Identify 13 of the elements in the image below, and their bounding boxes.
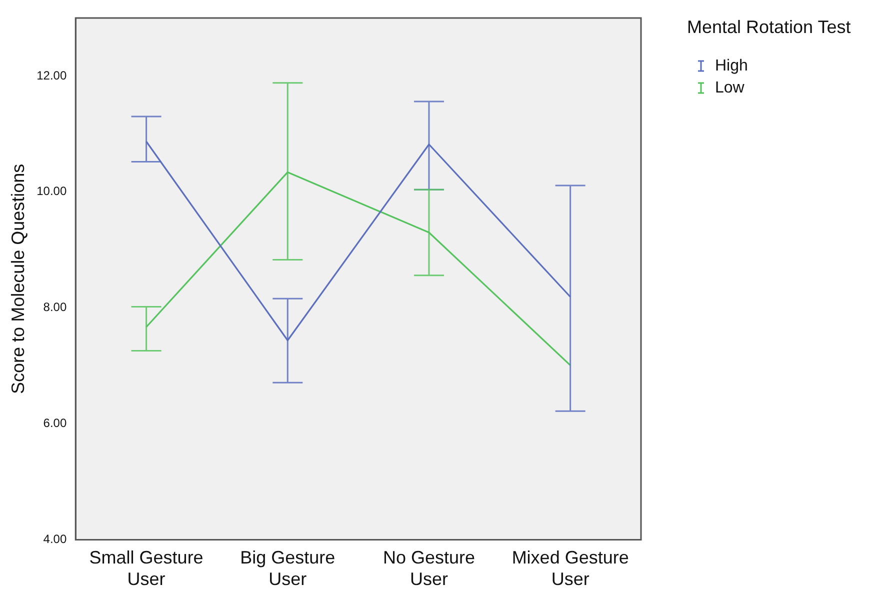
legend-label: High	[715, 57, 748, 74]
x-tick-label: Small Gesture User	[89, 548, 204, 590]
y-tick-label: 12.00	[36, 68, 67, 82]
y-tick-label: 8.00	[43, 300, 67, 314]
y-axis-title: Score to Molecule Questions	[8, 164, 28, 394]
legend-title: Mental Rotation Test	[687, 16, 851, 37]
x-tick-label: No Gesture User	[382, 548, 476, 590]
y-tick-label: 4.00	[43, 532, 67, 546]
x-tick-label: Big Gesture User	[240, 548, 336, 590]
y-tick-label: 10.00	[36, 184, 67, 198]
legend-label: Low	[715, 79, 745, 96]
y-tick-label: 6.00	[43, 416, 67, 430]
x-tick-label: Mixed Gesture User	[512, 548, 629, 590]
